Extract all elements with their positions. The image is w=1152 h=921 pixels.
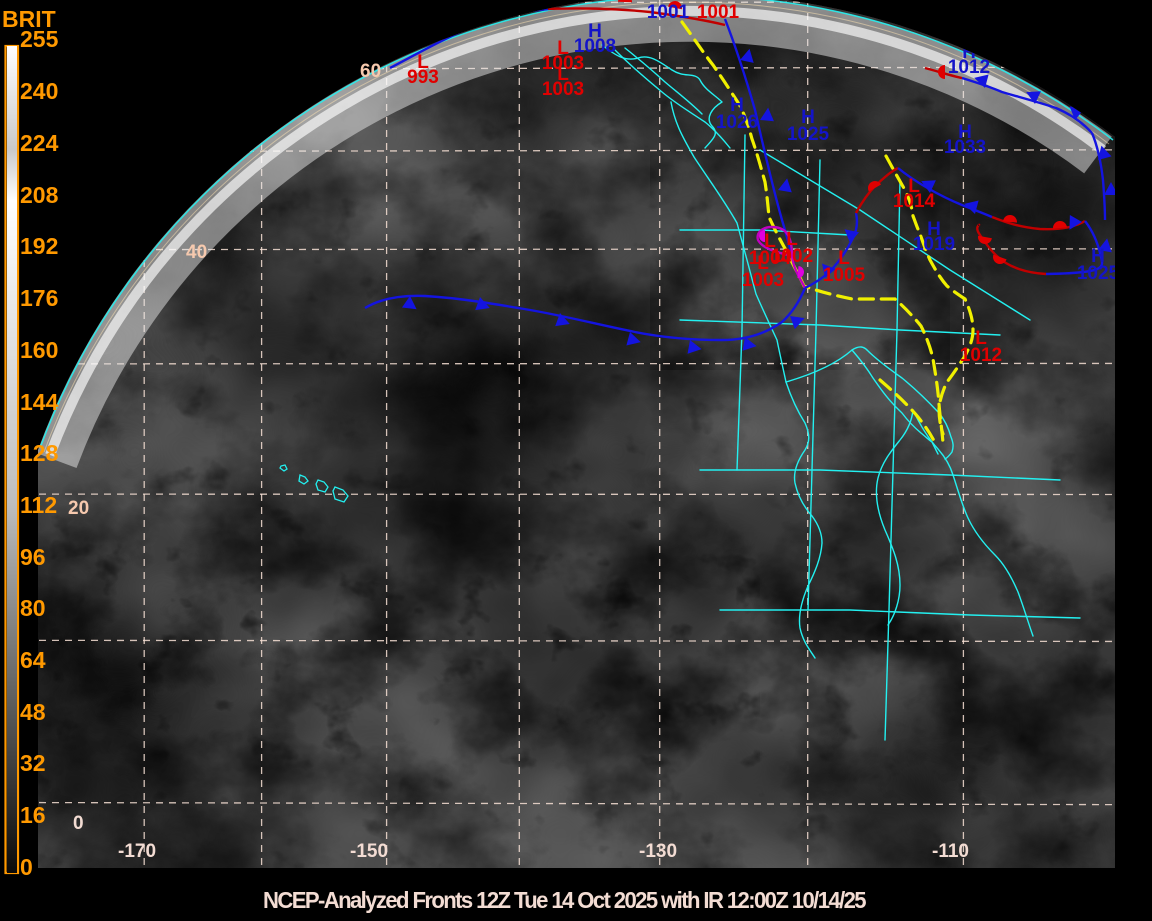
svg-text:32: 32 — [20, 750, 46, 776]
svg-text:112: 112 — [20, 492, 57, 518]
svg-text:1014: 1014 — [893, 191, 936, 212]
svg-text:60: 60 — [360, 61, 381, 82]
svg-text:64: 64 — [20, 647, 46, 673]
svg-text:255: 255 — [20, 26, 59, 52]
svg-text:128: 128 — [20, 440, 59, 466]
svg-text:1001: 1001 — [697, 2, 740, 23]
svg-text:1033: 1033 — [944, 137, 986, 158]
svg-text:144: 144 — [20, 389, 59, 415]
svg-text:0: 0 — [20, 854, 33, 880]
svg-text:40: 40 — [186, 242, 207, 263]
svg-text:-130: -130 — [639, 841, 677, 862]
svg-text:1019: 1019 — [913, 234, 955, 255]
svg-text:-150: -150 — [350, 841, 388, 862]
svg-text:1001: 1001 — [647, 2, 690, 23]
svg-text:-110: -110 — [932, 841, 969, 862]
svg-text:16: 16 — [20, 802, 46, 828]
svg-text:192: 192 — [20, 233, 58, 259]
svg-text:1002: 1002 — [771, 246, 813, 267]
svg-text:208: 208 — [20, 182, 59, 208]
svg-text:224: 224 — [20, 130, 59, 156]
svg-text:1026: 1026 — [716, 112, 758, 133]
svg-text:1005: 1005 — [823, 265, 866, 286]
svg-text:80: 80 — [20, 595, 46, 621]
svg-text:1012: 1012 — [960, 345, 1002, 366]
svg-text:160: 160 — [20, 337, 58, 363]
svg-text:1025: 1025 — [787, 124, 830, 145]
svg-text:0: 0 — [73, 813, 84, 834]
svg-text:1003: 1003 — [742, 270, 784, 291]
svg-text:48: 48 — [20, 699, 46, 725]
svg-text:993: 993 — [407, 67, 439, 88]
svg-text:1025: 1025 — [1077, 263, 1120, 284]
svg-text:240: 240 — [20, 78, 58, 104]
svg-text:1012: 1012 — [948, 57, 990, 78]
svg-text:1003: 1003 — [542, 79, 584, 100]
svg-text:-170: -170 — [118, 841, 156, 862]
svg-text:176: 176 — [20, 285, 58, 311]
svg-text:20: 20 — [68, 498, 89, 519]
svg-text:NCEP-Analyzed Fronts 12Z Tue 1: NCEP-Analyzed Fronts 12Z Tue 14 Oct 2025… — [263, 887, 867, 913]
svg-text:96: 96 — [20, 544, 46, 570]
